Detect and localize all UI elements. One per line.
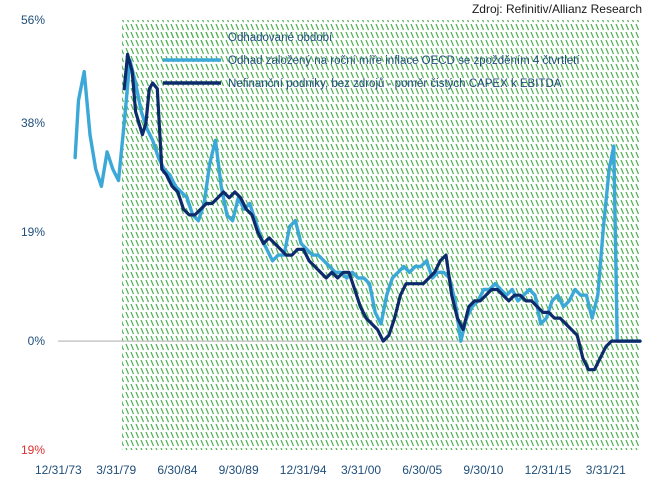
estimated-period-region (121, 20, 640, 450)
x-tick-label: 12/31/73 (35, 463, 82, 477)
series-line-1 (73, 58, 642, 343)
y-tick-label: 38% (21, 116, 45, 130)
legend-label: Odhadované období (228, 32, 333, 44)
series-line-2 (122, 52, 642, 372)
source-note: Zdroj: Refinitiv/Allianz Research (471, 2, 642, 16)
x-tick-label: 3/31/79 (96, 463, 136, 477)
x-tick-label: 9/30/10 (463, 463, 503, 477)
legend-label: Nefinanční podniky, bez zdrojů - poměr č… (228, 78, 562, 90)
x-tick-label: 3/31/00 (341, 463, 381, 477)
y-tick-label: 19% (21, 225, 45, 239)
legend-label: Odhad založený na roční míře inflace OEC… (228, 55, 580, 67)
y-tick-label: 0% (28, 334, 46, 348)
x-tick-label: 6/30/84 (157, 463, 197, 477)
x-tick-label: 6/30/05 (402, 463, 442, 477)
legend-swatch-estimated (163, 30, 221, 44)
x-tick-label: 12/31/94 (280, 463, 327, 477)
x-tick-label: 3/31/21 (586, 463, 626, 477)
x-tick-label: 9/30/89 (219, 463, 259, 477)
y-tick-label: 19% (21, 443, 45, 457)
y-tick-label: 56% (21, 13, 45, 27)
x-tick-label: 12/31/15 (525, 463, 572, 477)
